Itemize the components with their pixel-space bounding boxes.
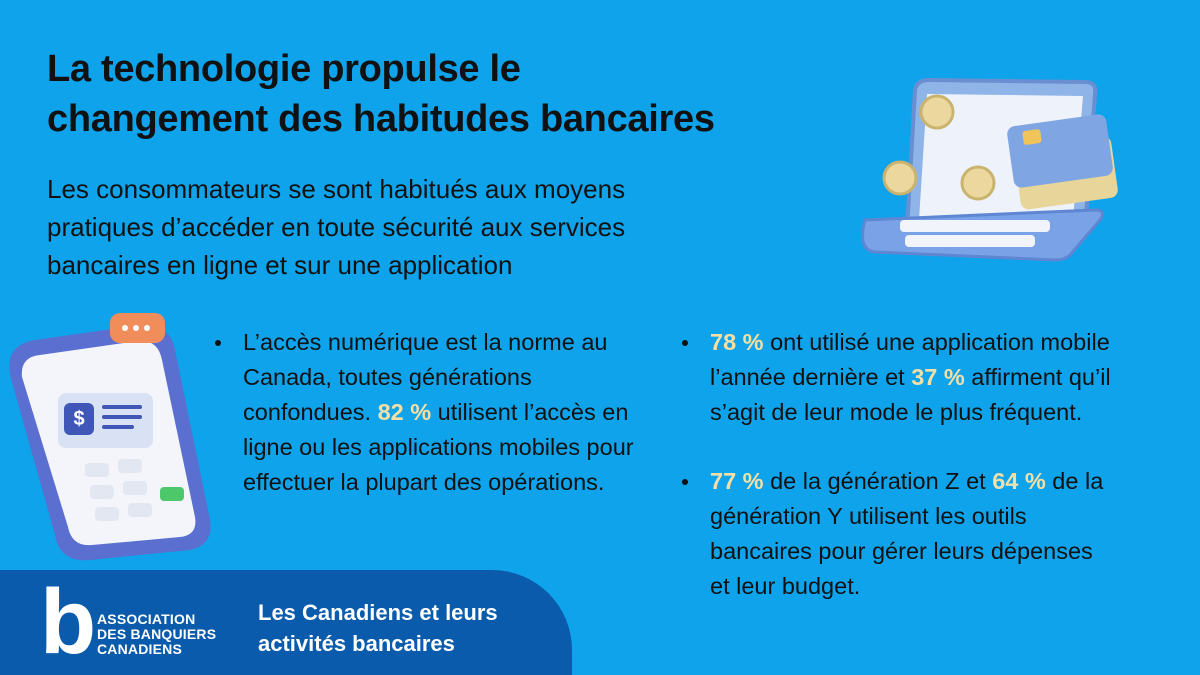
- title: La technologie propulse le changement des…: [47, 44, 715, 144]
- bullet-text: utilisent l’accès en ligne ou les applic…: [243, 399, 634, 495]
- title-line: changement des habitudes bancaires: [47, 98, 715, 140]
- logo-text: ASSOCIATION DES BANQUIERS CANADIENS: [97, 612, 216, 657]
- stat-highlight: 37 %: [911, 364, 965, 390]
- bullet-list: 78 % ont utilisé une application mobile …: [682, 325, 1112, 638]
- bullet-text: de la génération Y utilisent les outils …: [710, 468, 1104, 599]
- logo-text-line: DES BANQUIERS: [97, 626, 217, 642]
- bullet-text: ont utilisé une application mobile l’ann…: [710, 329, 1110, 390]
- subtitle-line: bancaires en ligne et sur une applicatio…: [47, 250, 513, 280]
- subtitle: Les consommateurs se sont habitués aux m…: [47, 170, 625, 284]
- bullet: 77 % de la génération Z et 64 % de la gé…: [682, 464, 1112, 604]
- stat-highlight: 78 %: [710, 329, 764, 355]
- title-line: La technologie propulse le: [47, 48, 521, 90]
- bullet-text: de la génération Z et: [763, 468, 993, 494]
- laptop-illustration: [861, 77, 1118, 262]
- stat-highlight: 77 %: [710, 468, 764, 494]
- logo-text-line: ASSOCIATION: [97, 611, 196, 627]
- subtitle-line: pratiques d’accéder en toute sécurité au…: [47, 212, 626, 242]
- footer-band: [0, 570, 572, 675]
- bullet-text: L’accès numérique est la norme au Canada…: [243, 329, 608, 425]
- logo-mark: b: [40, 571, 97, 673]
- bullet-text: affirment qu’il s’agit de leur mode le p…: [710, 364, 1111, 425]
- stat-highlight: 64 %: [992, 468, 1046, 494]
- logo-text-line: CANADIENS: [97, 641, 183, 657]
- caption-line: Les Canadiens et leurs: [258, 600, 498, 625]
- bullet-list: L’accès numérique est la norme au Canada…: [215, 325, 655, 534]
- subtitle-line: Les consommateurs se sont habitués aux m…: [47, 174, 626, 204]
- caption-line: activités bancaires: [258, 631, 455, 656]
- bullet: L’accès numérique est la norme au Canada…: [215, 325, 655, 500]
- bullet: 78 % ont utilisé une application mobile …: [682, 325, 1112, 430]
- phone-illustration: $: [9, 313, 211, 561]
- stat-highlight: 82 %: [377, 399, 432, 425]
- footer-caption: Les Canadiens et leurs activités bancaire…: [258, 597, 498, 659]
- svg-text:$: $: [73, 408, 84, 430]
